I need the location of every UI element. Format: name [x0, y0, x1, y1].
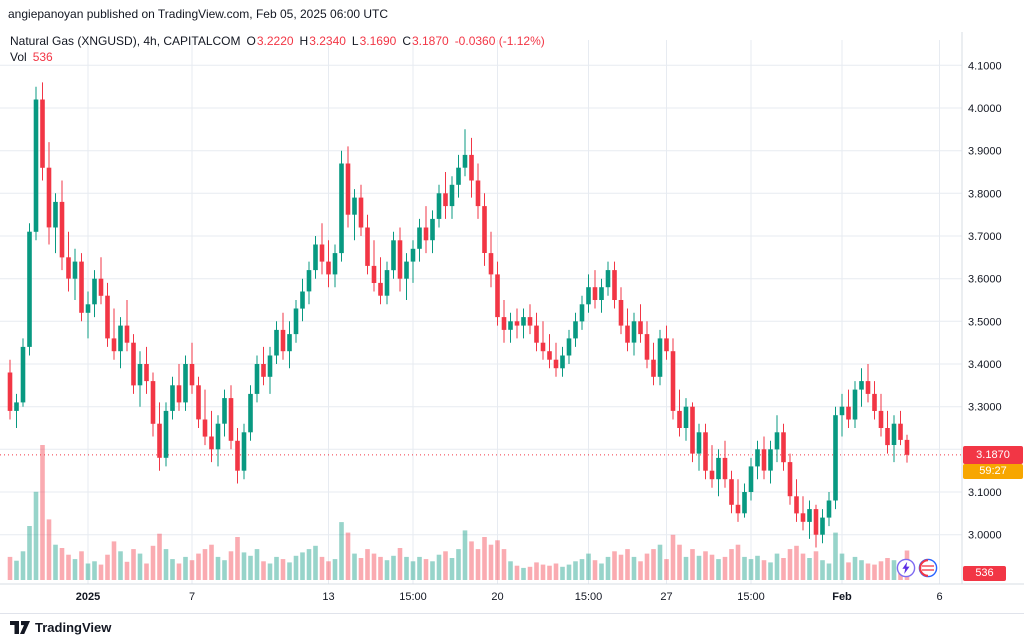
tradingview-logo-text: TradingView [35, 620, 112, 635]
change-value: -0.0360 (-1.12%) [454, 34, 545, 48]
volume-label: Vol [10, 50, 27, 64]
grid-layer [0, 32, 1024, 585]
high-value: 3.2340 [309, 34, 346, 48]
bar-countdown-badge: 59:27 [963, 464, 1023, 479]
svg-text:6: 6 [936, 591, 942, 603]
attribution-bar: angiepanoyan published on TradingView.co… [8, 7, 388, 21]
symbol-title[interactable]: Natural Gas (XNGUSD), 4h, CAPITALCOM [10, 34, 241, 48]
tradingview-logo-icon [10, 621, 30, 634]
svg-text:3.1000: 3.1000 [968, 487, 1002, 499]
svg-text:27: 27 [660, 591, 672, 603]
svg-text:3.3000: 3.3000 [968, 402, 1002, 414]
svg-text:15:00: 15:00 [399, 591, 427, 603]
chart-quick-icons [896, 558, 938, 578]
svg-text:3.5000: 3.5000 [968, 316, 1002, 328]
svg-text:3.8000: 3.8000 [968, 188, 1002, 200]
lightning-events-icon[interactable] [896, 558, 916, 578]
open-value: 3.2220 [256, 34, 294, 48]
low-value: 3.1690 [359, 34, 397, 48]
tradingview-logo[interactable]: TradingView [10, 620, 111, 635]
svg-text:13: 13 [322, 591, 334, 603]
svg-text:3.7000: 3.7000 [968, 231, 1002, 243]
svg-text:15:00: 15:00 [575, 591, 603, 603]
time-scale[interactable]: 2025 7 13 15:00 20 15:00 27 15:00 Feb 6 [76, 591, 943, 603]
svg-text:4.1000: 4.1000 [968, 60, 1002, 72]
svg-text:20: 20 [491, 591, 503, 603]
last-price-badge: 3.1870 [963, 446, 1023, 464]
low-label: L [351, 34, 359, 48]
economic-calendar-icon[interactable] [918, 558, 938, 578]
attribution-text: angiepanoyan published on TradingView.co… [8, 7, 389, 21]
svg-text:Feb: Feb [832, 591, 852, 603]
svg-text:3.0000: 3.0000 [968, 530, 1002, 542]
svg-text:2025: 2025 [76, 591, 100, 603]
svg-text:3.6000: 3.6000 [968, 274, 1002, 286]
svg-text:4.0000: 4.0000 [968, 103, 1002, 115]
close-value: 3.1870 [411, 34, 449, 48]
candlesticks [7, 82, 910, 548]
price-scale[interactable]: 4.1000 4.0000 3.9000 3.8000 3.7000 3.6000 3.50… [968, 60, 1002, 541]
chart-legend: Natural Gas (XNGUSD), 4h, CAPITALCOM O 3.… [10, 33, 545, 65]
svg-text:15:00: 15:00 [737, 591, 765, 603]
close-label: C [402, 34, 411, 48]
footer-bar: TradingView [0, 613, 1024, 641]
high-label: H [299, 34, 309, 48]
volume-bars [7, 445, 910, 580]
volume-axis-badge: 536 [963, 566, 1006, 581]
svg-text:3.4000: 3.4000 [968, 359, 1002, 371]
candlestick-chart[interactable]: 4.1000 4.0000 3.9000 3.8000 3.7000 3.6000 3.50… [0, 28, 1024, 613]
svg-text:7: 7 [189, 591, 195, 603]
volume-value: 536 [32, 50, 53, 64]
open-label: O [246, 34, 256, 48]
svg-text:3.9000: 3.9000 [968, 146, 1002, 158]
